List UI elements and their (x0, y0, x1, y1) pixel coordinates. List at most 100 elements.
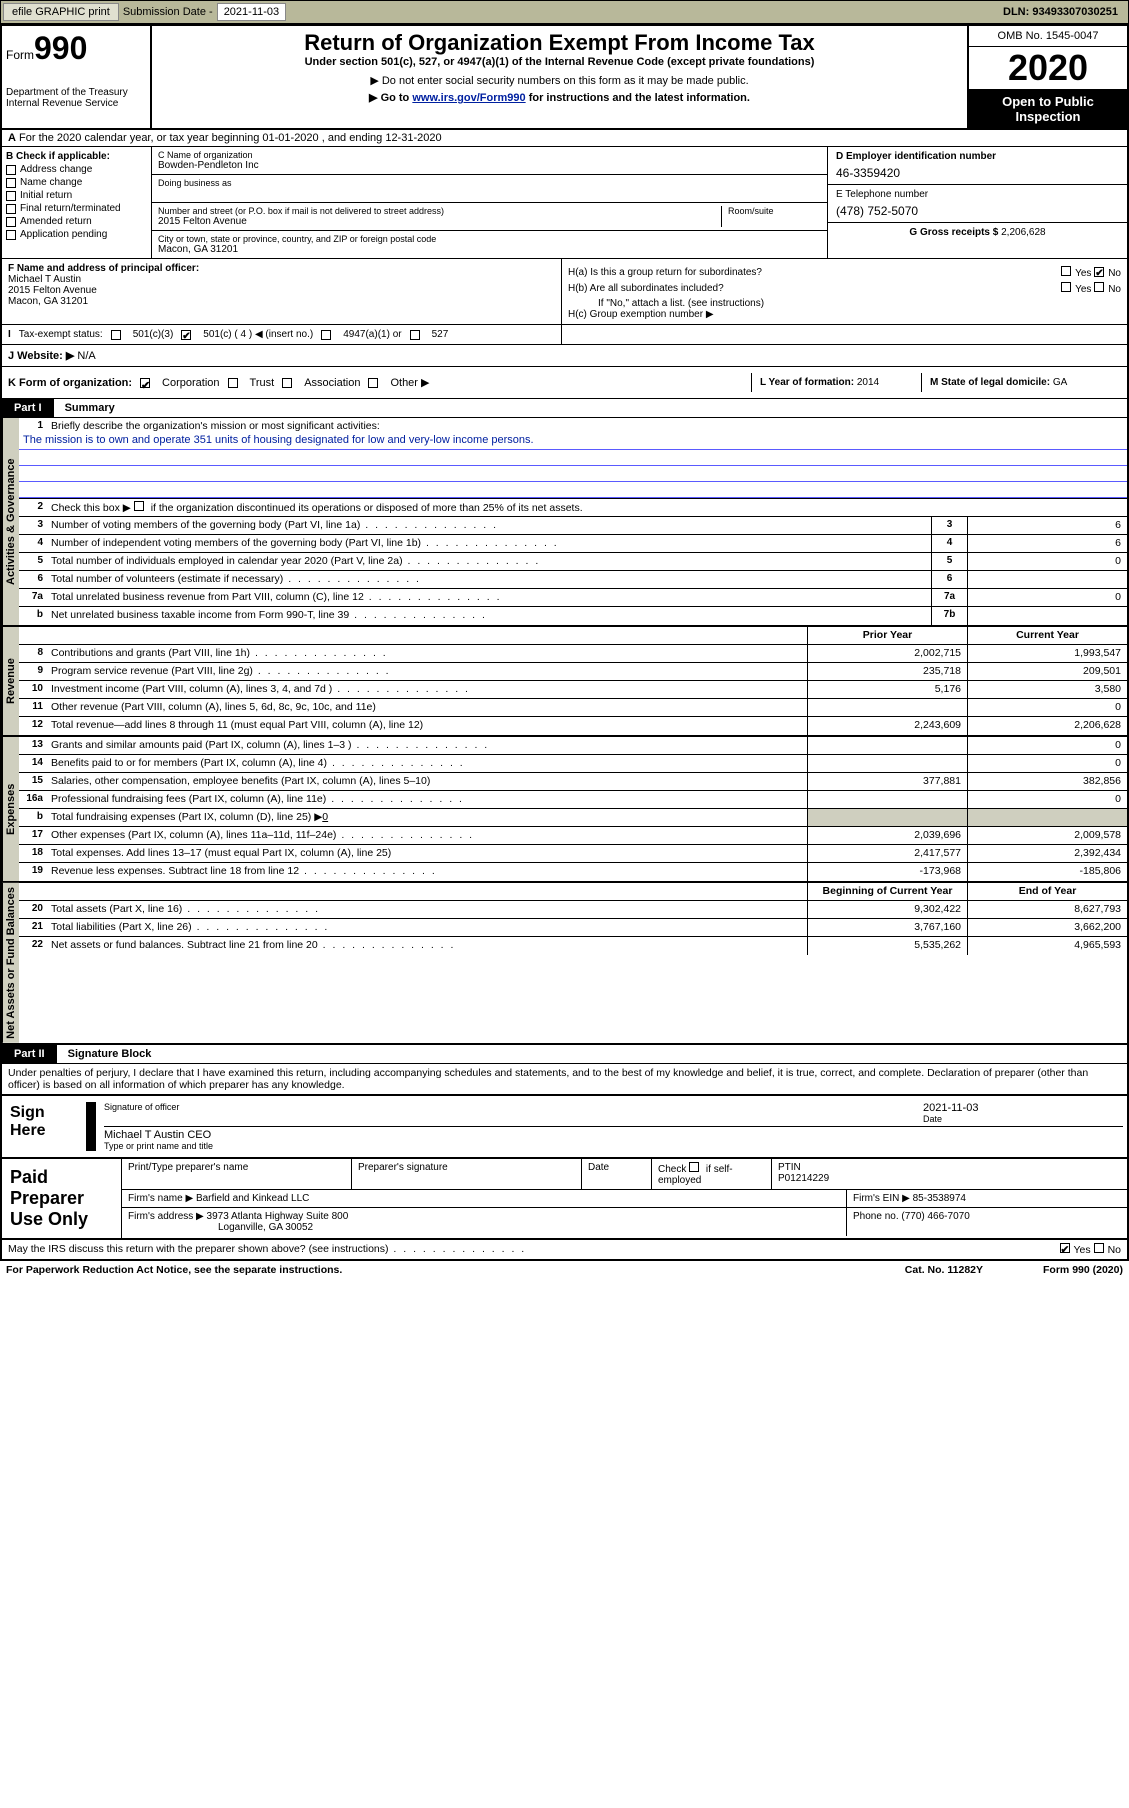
officer-label: F Name and address of principal officer: (8, 263, 555, 274)
prep-h4: Check if self-employed (652, 1159, 772, 1189)
chk-discuss-yes[interactable]: ✔ (1060, 1243, 1070, 1253)
sign-here-label: Sign Here (2, 1096, 82, 1157)
section-f-h: F Name and address of principal officer:… (2, 259, 1127, 325)
chk-corp[interactable]: ✔ (140, 378, 150, 388)
chk-ha-yes[interactable] (1061, 266, 1071, 276)
col-d-to-g: D Employer identification number 46-3359… (827, 147, 1127, 258)
firm-name: Barfield and Kinkead LLC (196, 1193, 309, 1204)
chk-amended[interactable] (6, 217, 16, 227)
chk-other[interactable] (368, 378, 378, 388)
line9-current: 209,501 (967, 663, 1127, 680)
phone-value: (478) 752-5070 (836, 200, 1119, 218)
officer-name: Michael T Austin (8, 274, 555, 285)
section-governance: Activities & Governance 1Briefly describ… (2, 418, 1127, 627)
chk-hb-yes[interactable] (1061, 282, 1071, 292)
dln: DLN: 93493307030251 (1003, 6, 1126, 18)
line6-label: Total number of volunteers (estimate if … (47, 571, 931, 588)
perjury-declaration: Under penalties of perjury, I declare th… (2, 1064, 1127, 1094)
discuss-yes: Yes (1074, 1244, 1091, 1256)
footer: For Paperwork Reduction Act Notice, see … (0, 1261, 1129, 1279)
sig-name-label: Type or print name and title (104, 1141, 213, 1151)
prep-h2: Preparer's signature (352, 1159, 582, 1189)
chk-assoc[interactable] (282, 378, 292, 388)
row-j: J Website: ▶ N/A (2, 345, 1127, 367)
form-container: Form990 Department of the Treasury Inter… (0, 24, 1129, 1261)
section-net-assets: Net Assets or Fund Balances Beginning of… (2, 883, 1127, 1045)
firm-phone-label: Phone no. (853, 1211, 901, 1222)
efile-print-button[interactable]: efile GRAPHIC print (3, 3, 119, 21)
line14-prior (807, 755, 967, 772)
chk-final-return[interactable] (6, 204, 16, 214)
officer-addr2: Macon, GA 31201 (8, 296, 555, 307)
line19-label: Revenue less expenses. Subtract line 18 … (47, 863, 807, 881)
line16b-prior-shade (807, 809, 967, 826)
col-b: B Check if applicable: Address change Na… (2, 147, 152, 258)
line18-prior: 2,417,577 (807, 845, 967, 862)
line18-label: Total expenses. Add lines 13–17 (must eq… (47, 845, 807, 862)
chk-501c3[interactable] (111, 330, 121, 340)
chk-initial-return[interactable] (6, 191, 16, 201)
lbl-501c3: 501(c)(3) (133, 329, 174, 340)
line21-end: 3,662,200 (967, 919, 1127, 936)
part-2-title: Signature Block (68, 1046, 152, 1062)
org-name-label: C Name of organization (158, 150, 821, 160)
pra-notice: For Paperwork Reduction Act Notice, see … (6, 1264, 905, 1276)
line7b-value (967, 607, 1127, 625)
line16a-label: Professional fundraising fees (Part IX, … (47, 791, 807, 808)
lbl-4947: 4947(a)(1) or (343, 329, 401, 340)
hdr-begin-year: Beginning of Current Year (807, 883, 967, 900)
submission-label: Submission Date - (123, 6, 213, 18)
line15-label: Salaries, other compensation, employee b… (47, 773, 807, 790)
submission-date: 2021-11-03 (217, 3, 286, 21)
chk-4947[interactable] (321, 330, 331, 340)
omb-number: OMB No. 1545-0047 (969, 26, 1127, 47)
line22-begin: 5,535,262 (807, 937, 967, 955)
header-sub3: ▶ Go to www.irs.gov/Form990 for instruct… (156, 91, 963, 104)
discuss-line: May the IRS discuss this return with the… (2, 1240, 1127, 1259)
firm-addr2: Loganville, GA 30052 (128, 1222, 313, 1233)
chk-line2[interactable] (134, 501, 144, 511)
chk-pending[interactable] (6, 230, 16, 240)
discuss-label: May the IRS discuss this return with the… (8, 1243, 1060, 1256)
chk-self-employed[interactable] (689, 1162, 699, 1172)
chk-ha-no[interactable]: ✔ (1094, 267, 1104, 277)
part-1-header: Part I Summary (2, 399, 1127, 418)
chk-501c[interactable]: ✔ (181, 330, 191, 340)
header-sub2: ▶ Do not enter social security numbers o… (156, 74, 963, 87)
chk-discuss-no[interactable] (1094, 1243, 1104, 1253)
hb-no: No (1108, 284, 1121, 295)
section-expenses: Expenses 13Grants and similar amounts pa… (2, 737, 1127, 883)
open-public: Open to PublicInspection (969, 90, 1127, 128)
chk-trust[interactable] (228, 378, 238, 388)
line16b-label: Total fundraising expenses (Part IX, col… (47, 809, 807, 826)
lbl-trust: Trust (250, 377, 275, 389)
line12-current: 2,206,628 (967, 717, 1127, 735)
line13-current: 0 (967, 737, 1127, 754)
line4-value: 6 (967, 535, 1127, 552)
chk-name-change[interactable] (6, 178, 16, 188)
chk-527[interactable] (410, 330, 420, 340)
sub3-post: for instructions and the latest informat… (526, 92, 750, 104)
sig-officer-label: Signature of officer (104, 1102, 923, 1112)
dba-label: Doing business as (158, 178, 821, 188)
irs-link[interactable]: www.irs.gov/Form990 (412, 92, 525, 104)
line10-label: Investment income (Part VIII, column (A)… (47, 681, 807, 698)
line12-label: Total revenue—add lines 8 through 11 (mu… (47, 717, 807, 735)
line22-label: Net assets or fund balances. Subtract li… (47, 937, 807, 955)
h-b-label: H(b) Are all subordinates included? (568, 283, 1061, 294)
hb-yes: Yes (1075, 284, 1091, 295)
hdr-prior-year: Prior Year (807, 627, 967, 644)
chk-address-change[interactable] (6, 165, 16, 175)
chk-hb-no[interactable] (1094, 282, 1104, 292)
org-name: Bowden-Pendleton Inc (158, 160, 821, 171)
lbl-527: 527 (432, 329, 449, 340)
line7a-value: 0 (967, 589, 1127, 606)
tax-exempt-label: Tax-exempt status: (19, 329, 103, 340)
col-c: C Name of organization Bowden-Pendleton … (152, 147, 827, 258)
sig-date-label: Date (923, 1114, 1123, 1124)
gross-receipts-value: 2,206,628 (1001, 227, 1046, 238)
line20-end: 8,627,793 (967, 901, 1127, 918)
addr-label: Number and street (or P.O. box if mail i… (158, 206, 721, 216)
firm-addr-label: Firm's address ▶ (128, 1211, 204, 1222)
year-formation: 2014 (857, 377, 879, 388)
